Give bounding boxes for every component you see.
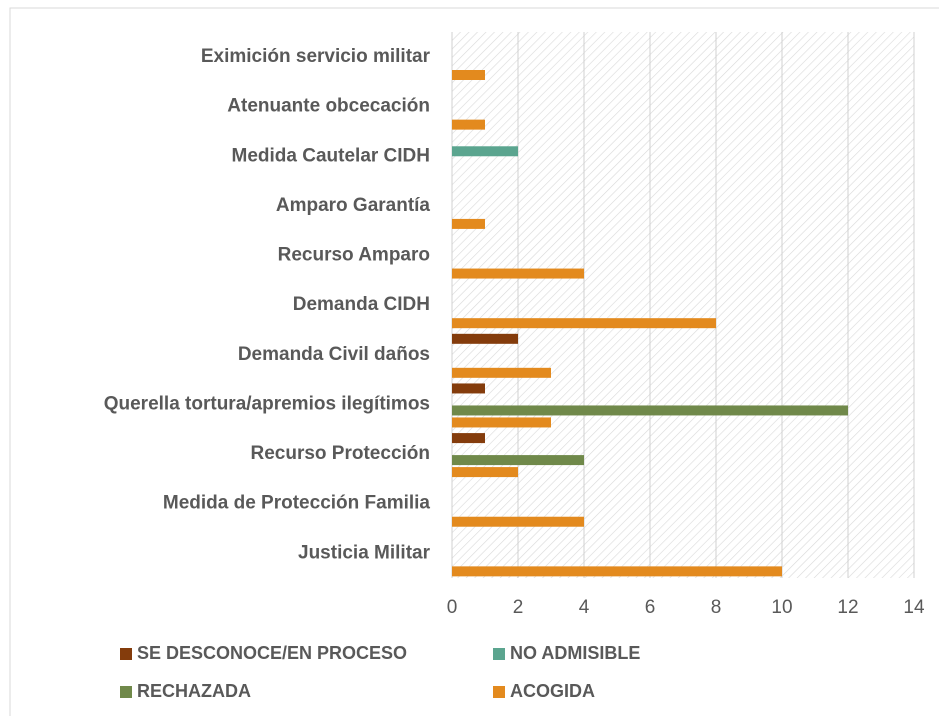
x-tick-label: 14 — [903, 597, 925, 618]
bar — [452, 333, 518, 344]
y-tick-label: Medida de Protección Familia — [163, 493, 431, 514]
bar — [452, 566, 782, 577]
bar — [452, 146, 518, 157]
y-tick-label: Amparo Garantía — [276, 195, 431, 216]
x-tick-label: 2 — [513, 597, 524, 618]
bar — [452, 268, 584, 279]
bar — [452, 119, 485, 130]
frame — [9, 7, 939, 716]
x-tick-label: 4 — [579, 597, 590, 618]
y-tick-label: Medida Cautelar CIDH — [232, 145, 430, 166]
bar — [452, 417, 551, 428]
legend-label: NO ADMISIBLE — [510, 643, 640, 663]
y-tick-label: Recurso Protección — [251, 443, 431, 464]
bar — [452, 467, 518, 478]
bar — [452, 70, 485, 80]
bar — [452, 318, 716, 329]
x-tick-label: 0 — [447, 597, 458, 618]
y-tick-label: Eximición servicio militar — [201, 46, 431, 67]
bar — [452, 433, 485, 444]
legend-swatch — [120, 686, 132, 698]
x-tick-label: 8 — [711, 597, 722, 618]
y-tick-label: Demanda Civil daños — [238, 344, 430, 365]
bar — [452, 218, 485, 229]
y-tick-label: Atenuante obcecación — [227, 96, 430, 117]
bar — [452, 367, 551, 378]
legend-label: SE DESCONOCE/EN PROCESO — [137, 643, 407, 663]
legend-label: RECHAZADA — [137, 681, 251, 701]
y-tick-label: Justicia Militar — [298, 542, 431, 563]
bar — [452, 405, 848, 416]
y-tick-label: Demanda CIDH — [293, 294, 430, 315]
legend-swatch — [493, 648, 505, 660]
x-tick-label: 12 — [837, 597, 858, 618]
plot-area — [452, 32, 914, 578]
legend-label: ACOGIDA — [510, 681, 595, 701]
legend-swatch — [120, 648, 132, 660]
legend-swatch — [493, 686, 505, 698]
bar — [452, 516, 584, 527]
x-tick-label: 10 — [771, 597, 792, 618]
bar — [452, 383, 485, 394]
bar — [452, 455, 584, 466]
y-tick-label: Querella tortura/apremios ilegítimos — [104, 393, 430, 414]
x-tick-label: 6 — [645, 597, 656, 618]
y-tick-label: Recurso Amparo — [278, 245, 430, 266]
